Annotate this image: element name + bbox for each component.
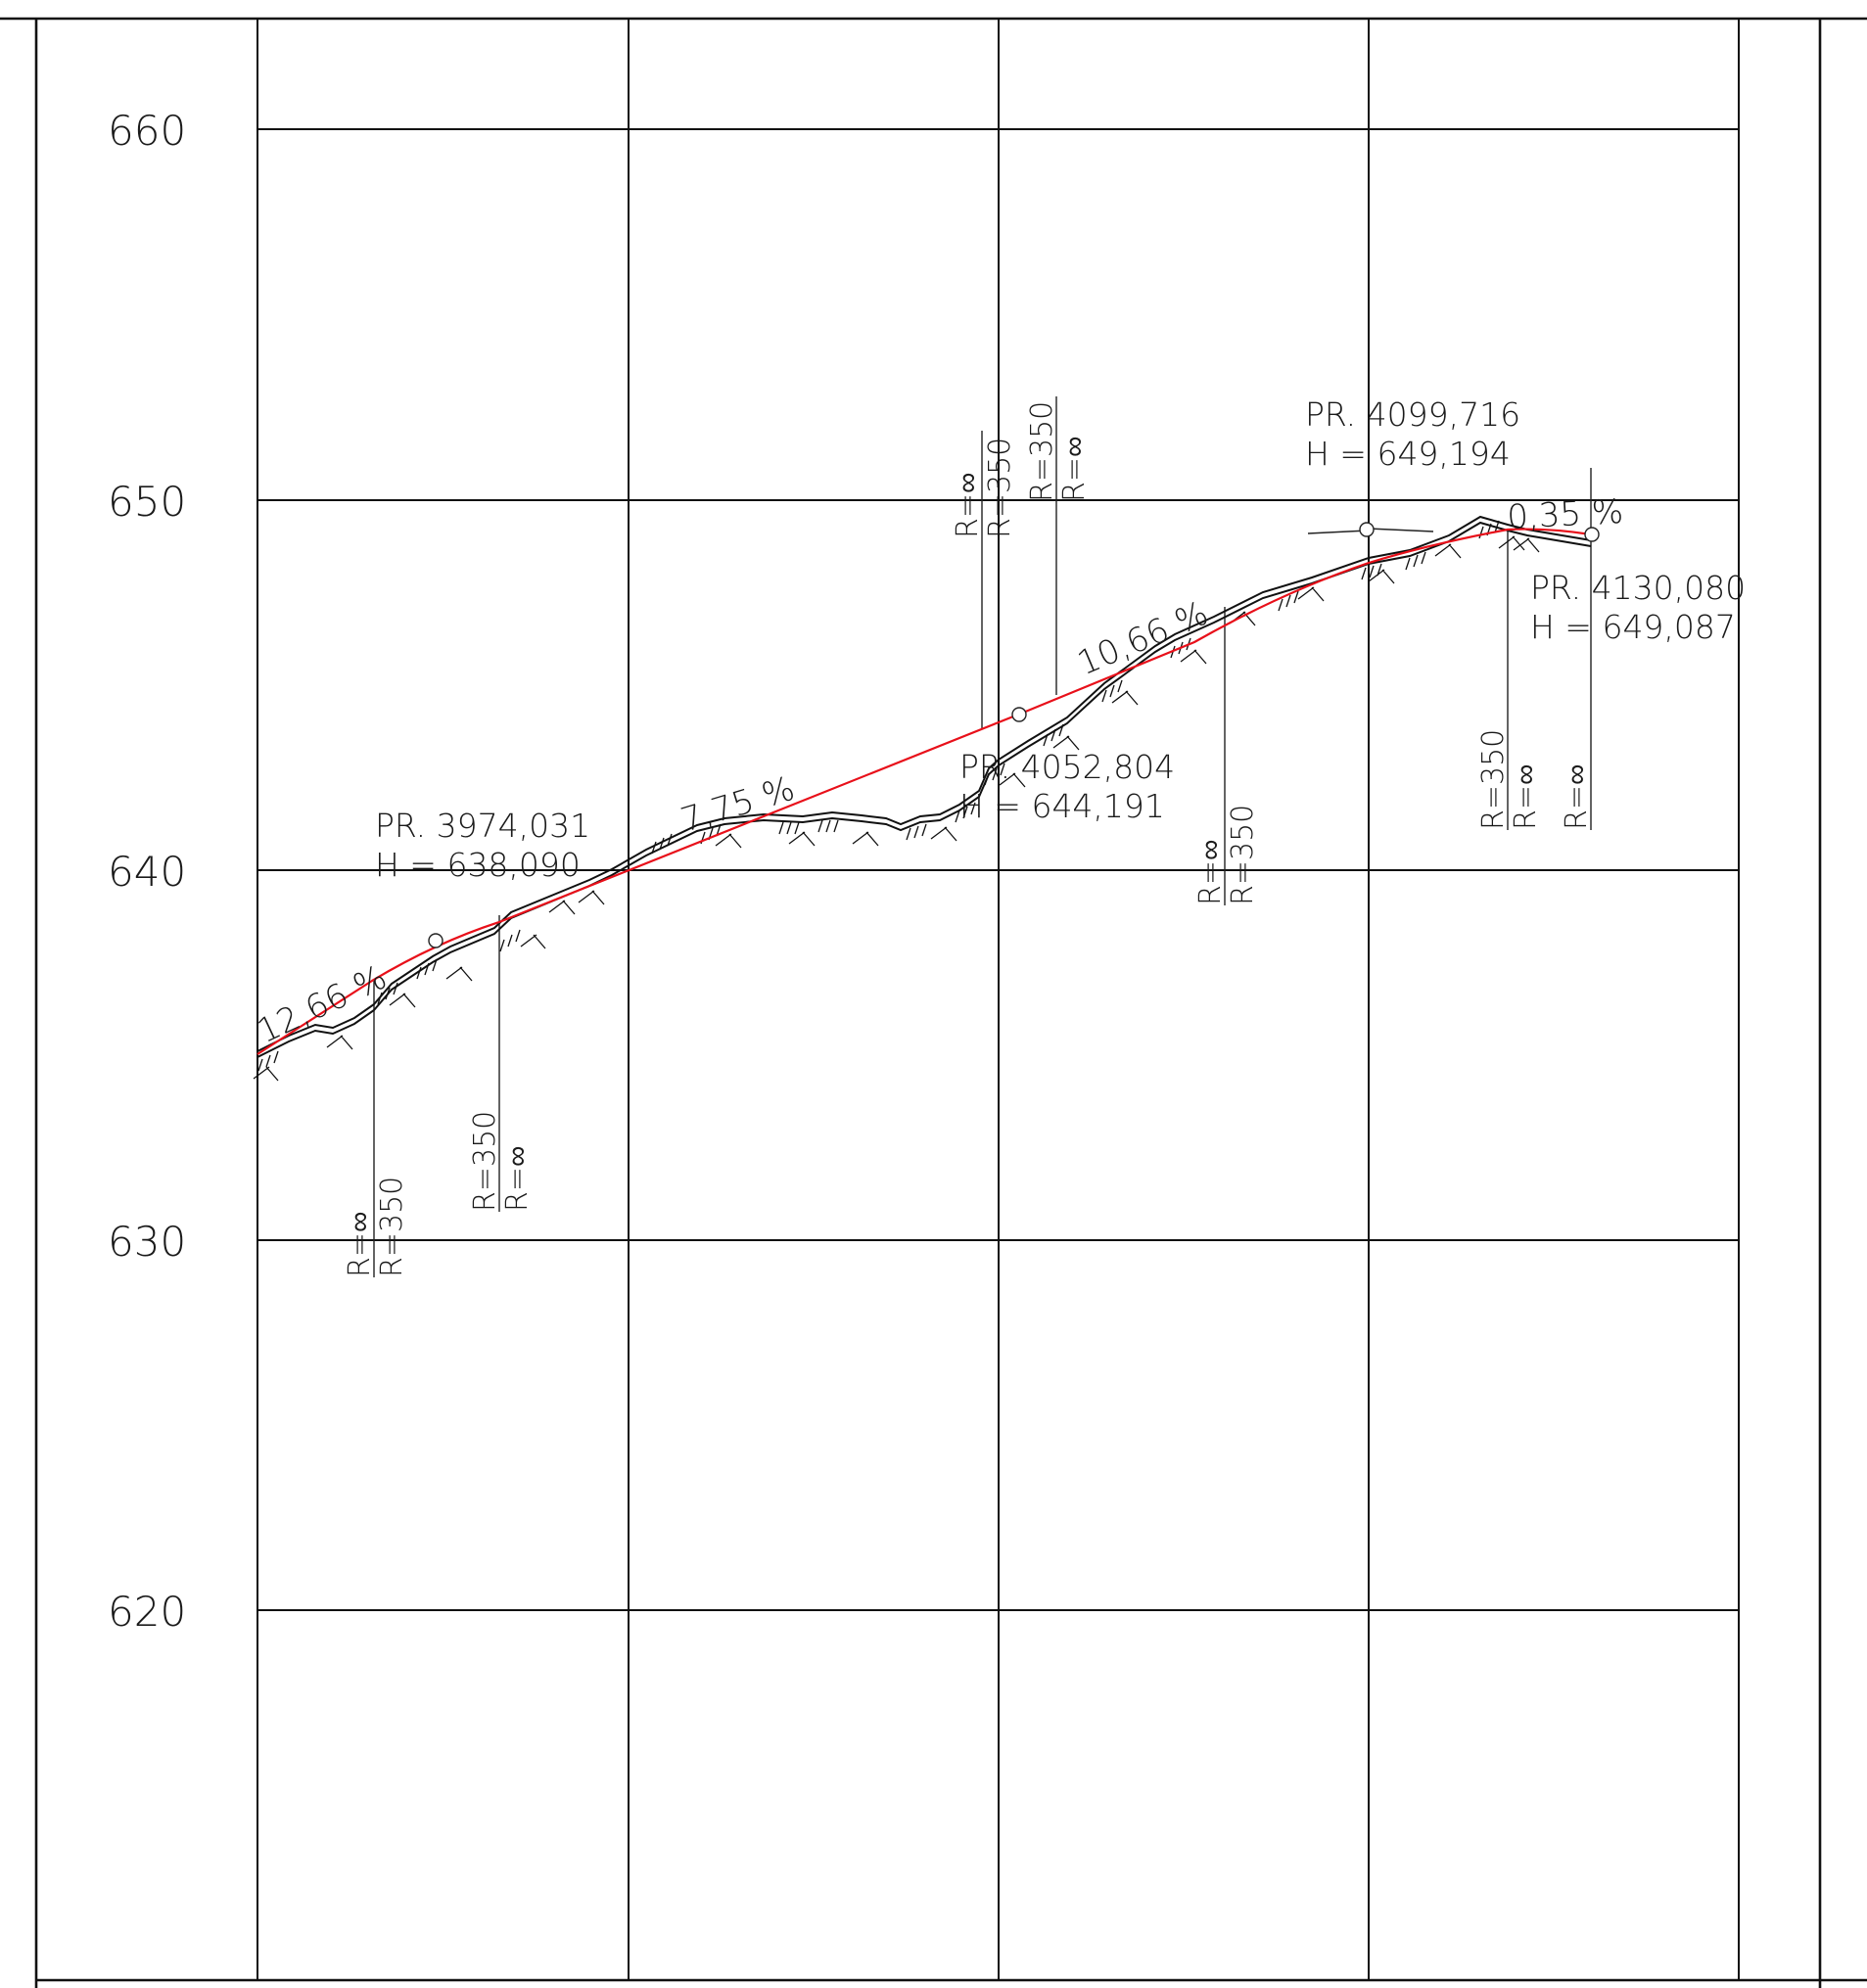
radius-label: R=∞ xyxy=(1560,764,1594,830)
pvi-point xyxy=(1584,527,1600,542)
grade-line xyxy=(257,528,1592,1055)
pvi-annotations: PR. 3974,031 H = 638,090 PR. 4052,804 H … xyxy=(375,395,1746,884)
drawing-frame xyxy=(0,17,1867,1988)
terrain-line xyxy=(257,515,1592,1058)
pvi-1-height: H = 638,090 xyxy=(375,846,581,884)
pvi-4-height: H = 649,087 xyxy=(1530,608,1736,646)
elevation-label-630: 630 xyxy=(108,1218,186,1266)
pvi-point xyxy=(428,933,443,948)
radius-label: R=350 xyxy=(375,1177,409,1277)
elevation-label-650: 650 xyxy=(108,478,186,526)
grade-labels: 12,66 % 7,75 % 10,66 % 0,35 % xyxy=(252,492,1624,1051)
radius-label: R=350 xyxy=(1025,401,1059,502)
radius-label: R=∞ xyxy=(343,1212,377,1277)
grade-label-4: 0,35 % xyxy=(1506,492,1624,537)
pvi-1-station: PR. 3974,031 xyxy=(375,807,590,845)
radius-label: R=350 xyxy=(983,438,1017,538)
pvi-markers xyxy=(428,522,1600,948)
pvi-4-station: PR. 4130,080 xyxy=(1530,569,1746,607)
grade-label-3: 10,66 % xyxy=(1072,594,1214,684)
elevation-label-620: 620 xyxy=(108,1588,186,1636)
pvi-3-height: H = 649,194 xyxy=(1305,435,1511,473)
pvi-2-height: H = 644,191 xyxy=(959,787,1165,825)
pvi-point xyxy=(1011,707,1027,722)
pvi-point xyxy=(1359,522,1375,537)
radius-label: R=∞ xyxy=(1509,764,1543,830)
curve-radius-labels: R=∞ R=350 R=350 R=∞ R=∞ R=350 R=350 R=∞ … xyxy=(343,401,1594,1277)
radius-label: R=∞ xyxy=(1057,437,1092,502)
radius-label: R=350 xyxy=(1476,729,1511,830)
grade-label-1: 12,66 % xyxy=(252,958,393,1052)
slope-hatching xyxy=(253,520,1540,1082)
radius-label: R=∞ xyxy=(951,473,985,538)
elevation-label-640: 640 xyxy=(108,848,186,896)
radius-label: R=∞ xyxy=(500,1146,535,1212)
pvi-2-station: PR. 4052,804 xyxy=(959,748,1175,786)
radius-label: R=∞ xyxy=(1193,840,1228,905)
pvi-3-station: PR. 4099,716 xyxy=(1305,395,1520,434)
elevation-axis: 660 650 640 630 620 xyxy=(108,107,186,1636)
radius-label: R=350 xyxy=(1226,805,1260,905)
elevation-label-660: 660 xyxy=(108,107,186,155)
radius-label: R=350 xyxy=(468,1111,502,1212)
profile-grid xyxy=(257,19,1740,1980)
